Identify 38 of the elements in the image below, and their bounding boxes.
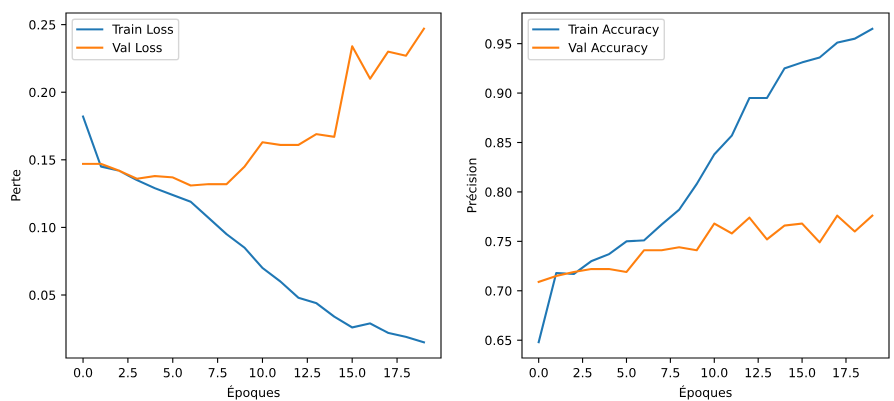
y-tick-label: 0.10 — [29, 222, 56, 232]
x-tick-label: 17.5 — [833, 368, 859, 378]
line-series — [82, 116, 425, 344]
legend-label: Train Accuracy — [568, 24, 659, 36]
x-tick-label: 5.0 — [618, 368, 636, 378]
y-tick-label: 0.95 — [485, 39, 512, 49]
x-tick-label: 12.5 — [294, 368, 320, 378]
y-axis-title: Perte — [11, 170, 20, 201]
y-tick-label: 0.85 — [485, 138, 512, 148]
y-tick-label: 0.70 — [485, 286, 512, 296]
legend-label: Val Loss — [112, 42, 162, 52]
x-tick-label: 7.5 — [661, 368, 680, 378]
legend-label: Train Loss — [112, 24, 174, 34]
x-tick-label: 12.5 — [746, 368, 772, 378]
y-tick-label: 0.05 — [29, 290, 56, 300]
x-tick-label: 5.0 — [164, 368, 182, 378]
x-tick-label: 0.0 — [530, 368, 548, 378]
x-axis-title: Époques — [228, 385, 280, 400]
x-tick-label: 15.0 — [790, 368, 816, 378]
y-tick-label: 0.25 — [29, 20, 56, 30]
y-tick-label: 0.20 — [29, 88, 56, 98]
line-series — [538, 214, 874, 283]
y-tick-label: 0.65 — [485, 336, 512, 346]
y-tick-label: 0.90 — [485, 88, 512, 98]
x-tick-label: 10.0 — [250, 368, 276, 378]
y-tick-label: 0.80 — [485, 187, 512, 197]
y-tick-label: 0.75 — [485, 236, 512, 246]
y-axis-title: Précision — [466, 158, 476, 212]
x-tick-label: 10.0 — [702, 368, 728, 378]
x-axis-title: Époques — [680, 385, 732, 400]
x-tick-label: 7.5 — [208, 368, 226, 378]
legend-label: Val Accuracy — [568, 42, 648, 55]
x-tick-label: 0.0 — [74, 368, 92, 378]
x-tick-label: 15.0 — [340, 368, 366, 378]
x-tick-label: 17.5 — [384, 368, 410, 378]
y-tick-label: 0.15 — [29, 155, 56, 165]
x-tick-label: 2.5 — [118, 368, 137, 378]
x-tick-label: 2.5 — [574, 368, 592, 378]
